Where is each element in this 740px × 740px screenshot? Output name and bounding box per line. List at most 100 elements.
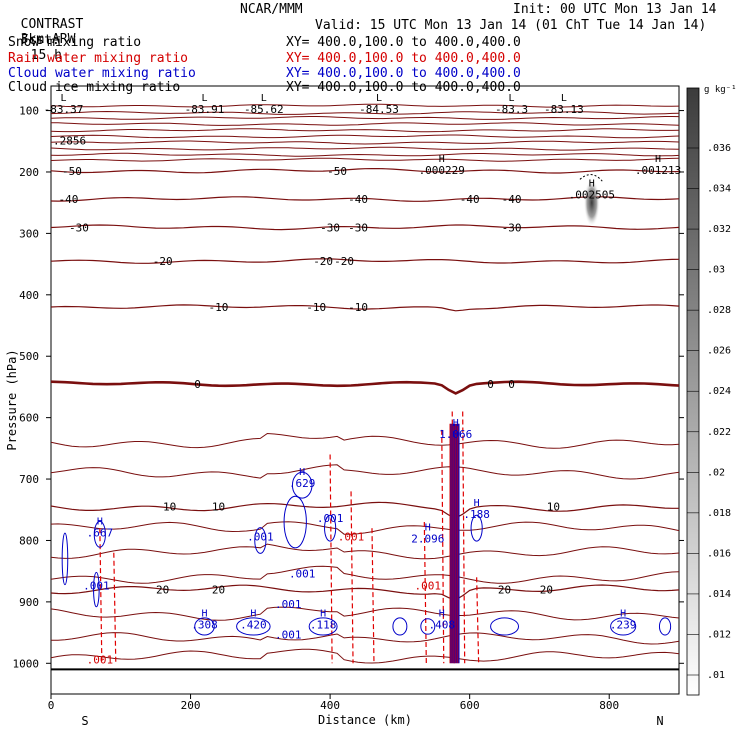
cloud-water-contours xyxy=(61,423,672,664)
colorbar-tick-label: .018 xyxy=(707,508,731,519)
high-marker-cloud-water: H xyxy=(620,608,626,619)
cloud-ice-shading xyxy=(583,178,600,227)
isentrope-line xyxy=(50,140,680,145)
legend-cloud-water-xy: XY= 400.0,100.0 to 400.0,400.0 xyxy=(286,66,521,81)
high-marker-ice: H xyxy=(655,154,661,165)
high-value-cloud-water: 1.066 xyxy=(439,428,472,441)
high-value-ice: .002505 xyxy=(569,189,615,202)
cloud-ice-contours xyxy=(579,174,603,227)
forecast-label: Fcst: xyxy=(20,33,60,48)
contour-value-label: .001 xyxy=(247,530,274,543)
isentrope-line xyxy=(50,110,680,115)
temp-contour-label: -50 xyxy=(62,165,82,178)
colorbar: .036 .034 .032 .03 .028 .026 .024 .022 .02 .018 .0… xyxy=(686,87,731,696)
isentrope-line xyxy=(50,103,680,108)
contour-value-label: .2856 xyxy=(53,134,86,147)
low-value: -85.62 xyxy=(244,103,284,116)
x-tick-label: 600 xyxy=(460,699,480,712)
high-value-cloud-water: .408 xyxy=(429,618,456,631)
isentrope-line xyxy=(50,521,680,535)
y-tick-label: 500 xyxy=(19,350,39,363)
colorbar-tick-label: .024 xyxy=(707,386,731,397)
contour-value-label: .001 xyxy=(289,567,316,580)
cloud-water-contour xyxy=(236,617,271,636)
rain-contour xyxy=(371,528,375,664)
temp-contour-label: -30 xyxy=(502,221,522,234)
temp-contour--30 xyxy=(50,224,680,231)
colorbar-tick-label: .02 xyxy=(707,467,725,478)
y-tick-label: 800 xyxy=(19,534,39,547)
temp-contour-label: 0 xyxy=(487,378,494,391)
y-tick-label: 100 xyxy=(19,105,39,118)
temp-contour-0 xyxy=(50,380,680,395)
low-value: -83.13 xyxy=(544,103,584,116)
low-value: -83.91 xyxy=(185,103,225,116)
x-tick-label: 400 xyxy=(320,699,340,712)
high-marker-cloud-water: H xyxy=(250,608,256,619)
cloud-water-contour xyxy=(658,617,672,636)
low-marker: L xyxy=(376,93,382,104)
isentrope-line xyxy=(50,565,680,584)
contour-value-label: .001 xyxy=(87,653,114,666)
cloud-water-contour xyxy=(93,571,100,608)
low-value: -84.53 xyxy=(359,103,399,116)
high-value-cloud-water: 2.096 xyxy=(411,532,444,545)
legend-cloud-water: Cloud water mixing ratio xyxy=(8,66,196,81)
high-value-ice: .000229 xyxy=(419,164,465,177)
high-marker-cloud-water: H xyxy=(299,467,305,478)
init-time: Init: 00 UTC Mon 13 Jan 14 xyxy=(513,2,717,17)
cloud-water-contour xyxy=(610,617,637,636)
cloud-water-contour xyxy=(283,495,307,549)
temp-contour-label: -10 xyxy=(348,301,368,314)
contour-value-label: .001 xyxy=(317,512,344,525)
isentrope-line xyxy=(50,543,680,560)
model-title: CONTRAST 3km ARW xyxy=(5,2,84,47)
isentrope-line xyxy=(50,648,680,664)
low-marker: L xyxy=(61,93,67,104)
temp-contour-10 xyxy=(50,501,679,519)
colorbar-tick-label: .016 xyxy=(707,548,731,559)
high-marker-cloud-water: H xyxy=(97,516,103,527)
x-tick-label: 800 xyxy=(599,699,619,712)
temp-contour-label: 0 xyxy=(508,378,515,391)
x-end-label-south: S xyxy=(81,714,88,728)
low-marker: L xyxy=(261,93,267,104)
temp-contour-label: 10 xyxy=(547,501,560,514)
isentrope-line xyxy=(50,122,680,126)
temp-contour--20 xyxy=(50,258,680,264)
cloud-water-contour xyxy=(470,514,483,542)
temp-contour-label: 20 xyxy=(156,584,169,597)
model-name: CONTRAST xyxy=(20,17,84,32)
isentrope-line xyxy=(50,134,680,139)
cloud-water-contour xyxy=(61,532,69,586)
y-tick-label: 600 xyxy=(19,412,39,425)
high-value-ice: .001213 xyxy=(635,164,681,177)
temp-contour-label: -30 xyxy=(348,221,368,234)
plot-border xyxy=(50,85,680,695)
temp-contour-label: 10 xyxy=(212,501,225,514)
colorbar-tick-label: .032 xyxy=(707,224,731,235)
rain-contour xyxy=(113,552,117,664)
colorbar-tick-label: .034 xyxy=(707,184,731,195)
colorbar-tick-label: .01 xyxy=(707,670,725,681)
low-marker: L xyxy=(201,93,207,104)
high-value-cloud-water: .629 xyxy=(289,477,316,490)
forecast-value: 15 h xyxy=(30,48,62,63)
high-marker-cloud-water: H xyxy=(439,608,445,619)
high-marker-cloud-water: H xyxy=(474,498,480,509)
temp-contour--10 xyxy=(50,304,680,312)
legend-snow-xy: XY= 400.0,100.0 to 400.0,400.0 xyxy=(286,35,521,50)
contour-value-label: .001 xyxy=(275,598,302,611)
temp-contour-label: 20 xyxy=(498,584,511,597)
temp-contour-label: -40 xyxy=(59,193,79,206)
x-axis-title: Distance (km) xyxy=(318,713,412,727)
high-value-cloud-water: .188 xyxy=(463,508,490,521)
x-tick-label: 200 xyxy=(181,699,201,712)
x-tick-label: 0 xyxy=(48,699,55,712)
high-value-cloud-water: .308 xyxy=(191,618,218,631)
high-value-cloud-water: .667 xyxy=(87,526,114,539)
low-value: -83.3 xyxy=(495,103,528,116)
model-resolution: 3km ARW xyxy=(20,32,76,47)
y-axis-title: Pressure (hPa) xyxy=(5,349,19,450)
isentrope-line xyxy=(50,464,680,480)
